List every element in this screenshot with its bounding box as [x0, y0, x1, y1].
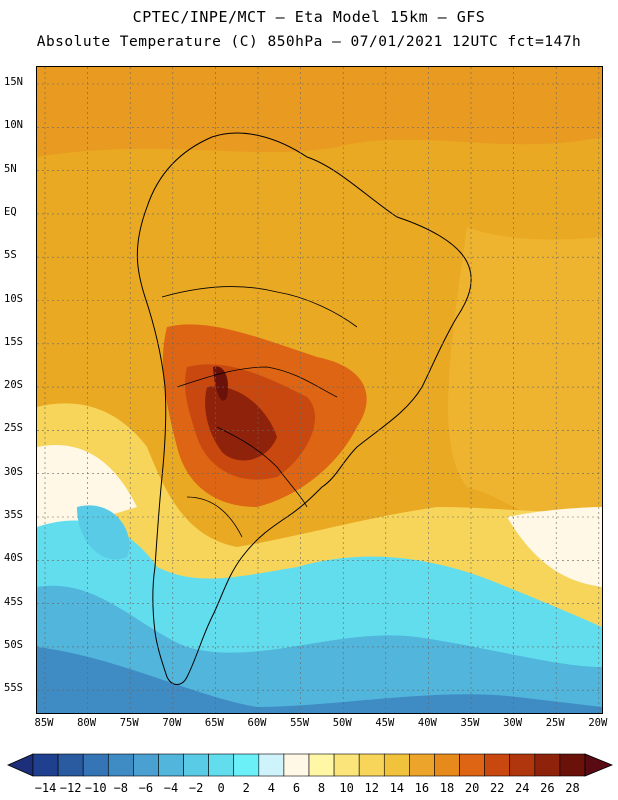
- lat-label: 45S: [4, 595, 23, 608]
- field-north-band: [37, 67, 602, 157]
- field-pale-atlantic: [507, 507, 602, 587]
- colorbar-cell: [133, 753, 159, 777]
- lat-label: 5S: [4, 249, 17, 262]
- lon-label: 20W: [588, 717, 608, 729]
- continent-outline: [136, 132, 472, 685]
- colorbar-tick-label: 0: [217, 781, 225, 795]
- colorbar-cell: [158, 753, 184, 777]
- field-deep-blue: [37, 647, 602, 713]
- lat-label: 25S: [4, 422, 23, 435]
- border-1: [161, 286, 358, 328]
- colorbar-cell: [409, 753, 435, 777]
- lon-label: 75W: [119, 717, 139, 729]
- lat-label: 15S: [4, 335, 23, 348]
- field-cyan-patch: [77, 505, 130, 560]
- lon-label: 35W: [460, 717, 480, 729]
- map-canvas: [37, 67, 602, 713]
- lon-label: 60W: [247, 717, 267, 729]
- colorbar-cell: [233, 753, 260, 777]
- colorbar-tick-label: 28: [565, 781, 580, 795]
- field-atlantic-warm: [448, 227, 602, 547]
- lat-label: 15N: [4, 76, 23, 88]
- colorbar-arrow-high: [584, 753, 614, 777]
- colorbar-cell: [107, 753, 134, 777]
- colorbar-cell: [258, 753, 285, 777]
- colorbar-cell: [534, 753, 561, 777]
- colorbar-tick-label: 16: [414, 781, 430, 795]
- colorbar-tick-label: 12: [364, 781, 379, 795]
- chart-title-line2: Absolute Temperature (C) 850hPa – 07/01/…: [36, 34, 582, 50]
- lat-label: 10S: [4, 292, 23, 305]
- colorbar-tick-label: 6: [292, 781, 301, 795]
- colorbar-tick-label: −6: [138, 781, 154, 795]
- colorbar-cell: [183, 753, 209, 777]
- lat-label: EQ: [4, 205, 17, 218]
- lat-label: 35S: [4, 509, 23, 521]
- colorbar-cell: [559, 753, 586, 777]
- temperature-map: [36, 66, 603, 714]
- lon-label: 40W: [417, 717, 437, 729]
- colorbar-arrow-low: [7, 753, 34, 777]
- colorbar-tick-label: 14: [389, 781, 405, 795]
- lon-label: 65W: [204, 717, 224, 729]
- lon-label: 85W: [34, 717, 54, 729]
- colorbar-cell: [57, 753, 84, 777]
- colorbar-tick-label: 22: [489, 781, 505, 795]
- colorbar-cell: [333, 753, 360, 777]
- lat-label: 5N: [4, 162, 17, 175]
- border-4: [186, 496, 243, 538]
- colorbar-cell: [459, 753, 485, 777]
- colorbar-cell: [308, 753, 335, 777]
- lon-label: 45W: [375, 717, 395, 729]
- lon-label: 30W: [503, 717, 523, 729]
- colorbar-tick-label: −14: [34, 781, 57, 795]
- colorbar-tick-label: −4: [163, 781, 179, 795]
- colorbar-tick-label: −2: [188, 781, 204, 795]
- border-2: [176, 366, 338, 398]
- colorbar-cell: [82, 753, 109, 777]
- lat-label: 20S: [4, 379, 23, 392]
- colorbar-cell: [358, 753, 385, 777]
- colorbar-tick-label: 20: [464, 781, 480, 795]
- colorbar-cell: [208, 753, 235, 777]
- chart-title-line1: CPTEC/INPE/MCT – Eta Model 15km – GFS: [132, 8, 486, 26]
- colorbar-cell: [509, 753, 536, 777]
- colorbar-cell: [283, 753, 310, 777]
- lat-label: 50S: [4, 638, 23, 651]
- lat-lon-grid: [37, 67, 602, 713]
- field-heat-max: [205, 386, 277, 461]
- lat-label: 40S: [4, 552, 23, 565]
- colorbar-cell: [32, 753, 59, 777]
- colorbar-cell: [434, 753, 460, 777]
- colorbar-tick-label: 8: [317, 781, 326, 795]
- colorbar-tick-label: −10: [84, 781, 107, 795]
- colorbar-tick-label: −12: [59, 781, 82, 795]
- colorbar-tick-label: 2: [242, 781, 250, 795]
- lat-label: 55S: [4, 682, 23, 695]
- colorbar-tick-label: 18: [439, 781, 455, 795]
- colorbar-cell: [484, 753, 511, 777]
- colorbar-tick-label: 24: [515, 781, 530, 795]
- lon-label: 50W: [332, 717, 352, 729]
- lon-label: 80W: [77, 717, 97, 729]
- lat-label: 30S: [4, 465, 23, 478]
- lon-label: 55W: [290, 717, 310, 729]
- colorbar-tick-label: 26: [540, 781, 555, 795]
- lat-label: 10N: [4, 119, 23, 132]
- lon-label: 70W: [162, 717, 182, 729]
- colorbar-tick-label: 10: [339, 781, 354, 795]
- colorbar-tick-label: −8: [113, 781, 129, 795]
- field-blue-south: [37, 585, 602, 713]
- lon-label: 25W: [545, 717, 565, 729]
- colorbar-cell: [383, 753, 410, 777]
- colorbar-tick-label: 4: [267, 781, 275, 795]
